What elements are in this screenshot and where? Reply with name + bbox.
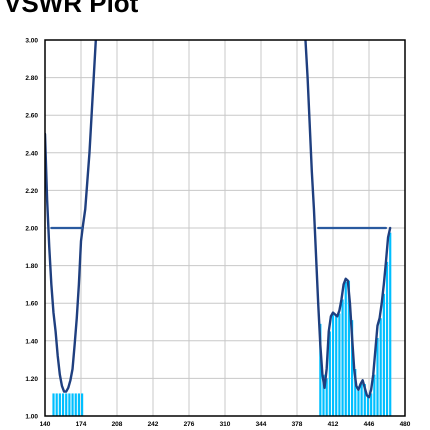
fill-stripe [360, 384, 363, 416]
chart-title: VSWR Plot [4, 0, 139, 18]
x-tick-label: 174 [76, 421, 87, 428]
fill-stripe [354, 369, 357, 416]
x-tick-label: 378 [292, 421, 303, 428]
plot-frame [44, 39, 406, 417]
x-tick-label: 344 [256, 421, 267, 428]
fill-stripe [373, 374, 376, 416]
fill-stripe [389, 232, 392, 416]
y-tick-label: 1.40 [25, 338, 38, 345]
fill-stripe [58, 393, 61, 416]
y-tick-label: 1.00 [25, 414, 38, 421]
y-tick-label: 3.00 [25, 38, 38, 45]
fill-stripe [65, 393, 68, 416]
fill-stripe [335, 314, 338, 416]
fill-stripe [379, 318, 382, 416]
fill-stripe [52, 393, 55, 416]
x-tick-label: 412 [328, 421, 339, 428]
y-tick-label: 1.20 [25, 376, 38, 383]
chart-lines [45, 40, 392, 399]
fill-stripe [376, 337, 379, 416]
y-tick-label: 2.80 [25, 75, 38, 82]
fill-stripe [344, 281, 347, 416]
x-tick-label: 446 [364, 421, 375, 428]
fill-stripe [385, 261, 389, 416]
fill-stripe [328, 331, 331, 416]
x-tick-label: 276 [184, 421, 195, 428]
fill-stripe [357, 387, 360, 416]
fill-stripe [61, 393, 65, 416]
y-tick-label: 1.60 [25, 301, 38, 308]
y-tick-label: 2.40 [25, 150, 38, 157]
fill-stripe [325, 378, 328, 416]
fill-stripe [341, 299, 344, 416]
x-tick-labels: 140 174 208 242 276 310 344 378 412 446 480 [40, 421, 411, 428]
fill-stripe [331, 314, 335, 416]
fill-stripe [68, 393, 71, 416]
fill-stripe [363, 384, 366, 416]
fill-stripe [55, 393, 58, 416]
vswr-curve-line [45, 40, 98, 393]
fill-stripe [366, 395, 370, 416]
fill-regions [52, 232, 392, 416]
fill-stripe [319, 323, 322, 416]
fill-stripe [322, 374, 325, 416]
x-tick-label: 480 [400, 421, 411, 428]
x-tick-label: 208 [112, 421, 123, 428]
y-tick-label: 2.00 [25, 226, 38, 233]
y-tick-label: 2.60 [25, 113, 38, 120]
x-tick-label: 310 [220, 421, 231, 428]
fill-stripe [74, 393, 77, 416]
fill-stripe [347, 280, 351, 416]
y-tick-label: 2.20 [25, 188, 38, 195]
fill-stripe [370, 393, 373, 416]
fill-stripe [71, 393, 74, 416]
y-tick-labels: 1.00 1.20 1.40 1.60 1.80 2.00 2.20 2.40 2.60 2.80… [25, 38, 38, 421]
vswr-curve-line [304, 40, 392, 399]
x-tick-label: 140 [40, 421, 51, 428]
fill-stripe [77, 393, 81, 416]
y-tick-label: 1.80 [25, 263, 38, 270]
fill-stripe [351, 320, 354, 416]
fill-stripe [81, 393, 84, 416]
x-tick-label: 242 [148, 421, 159, 428]
fill-stripe [382, 293, 385, 416]
fill-stripe [338, 313, 341, 416]
